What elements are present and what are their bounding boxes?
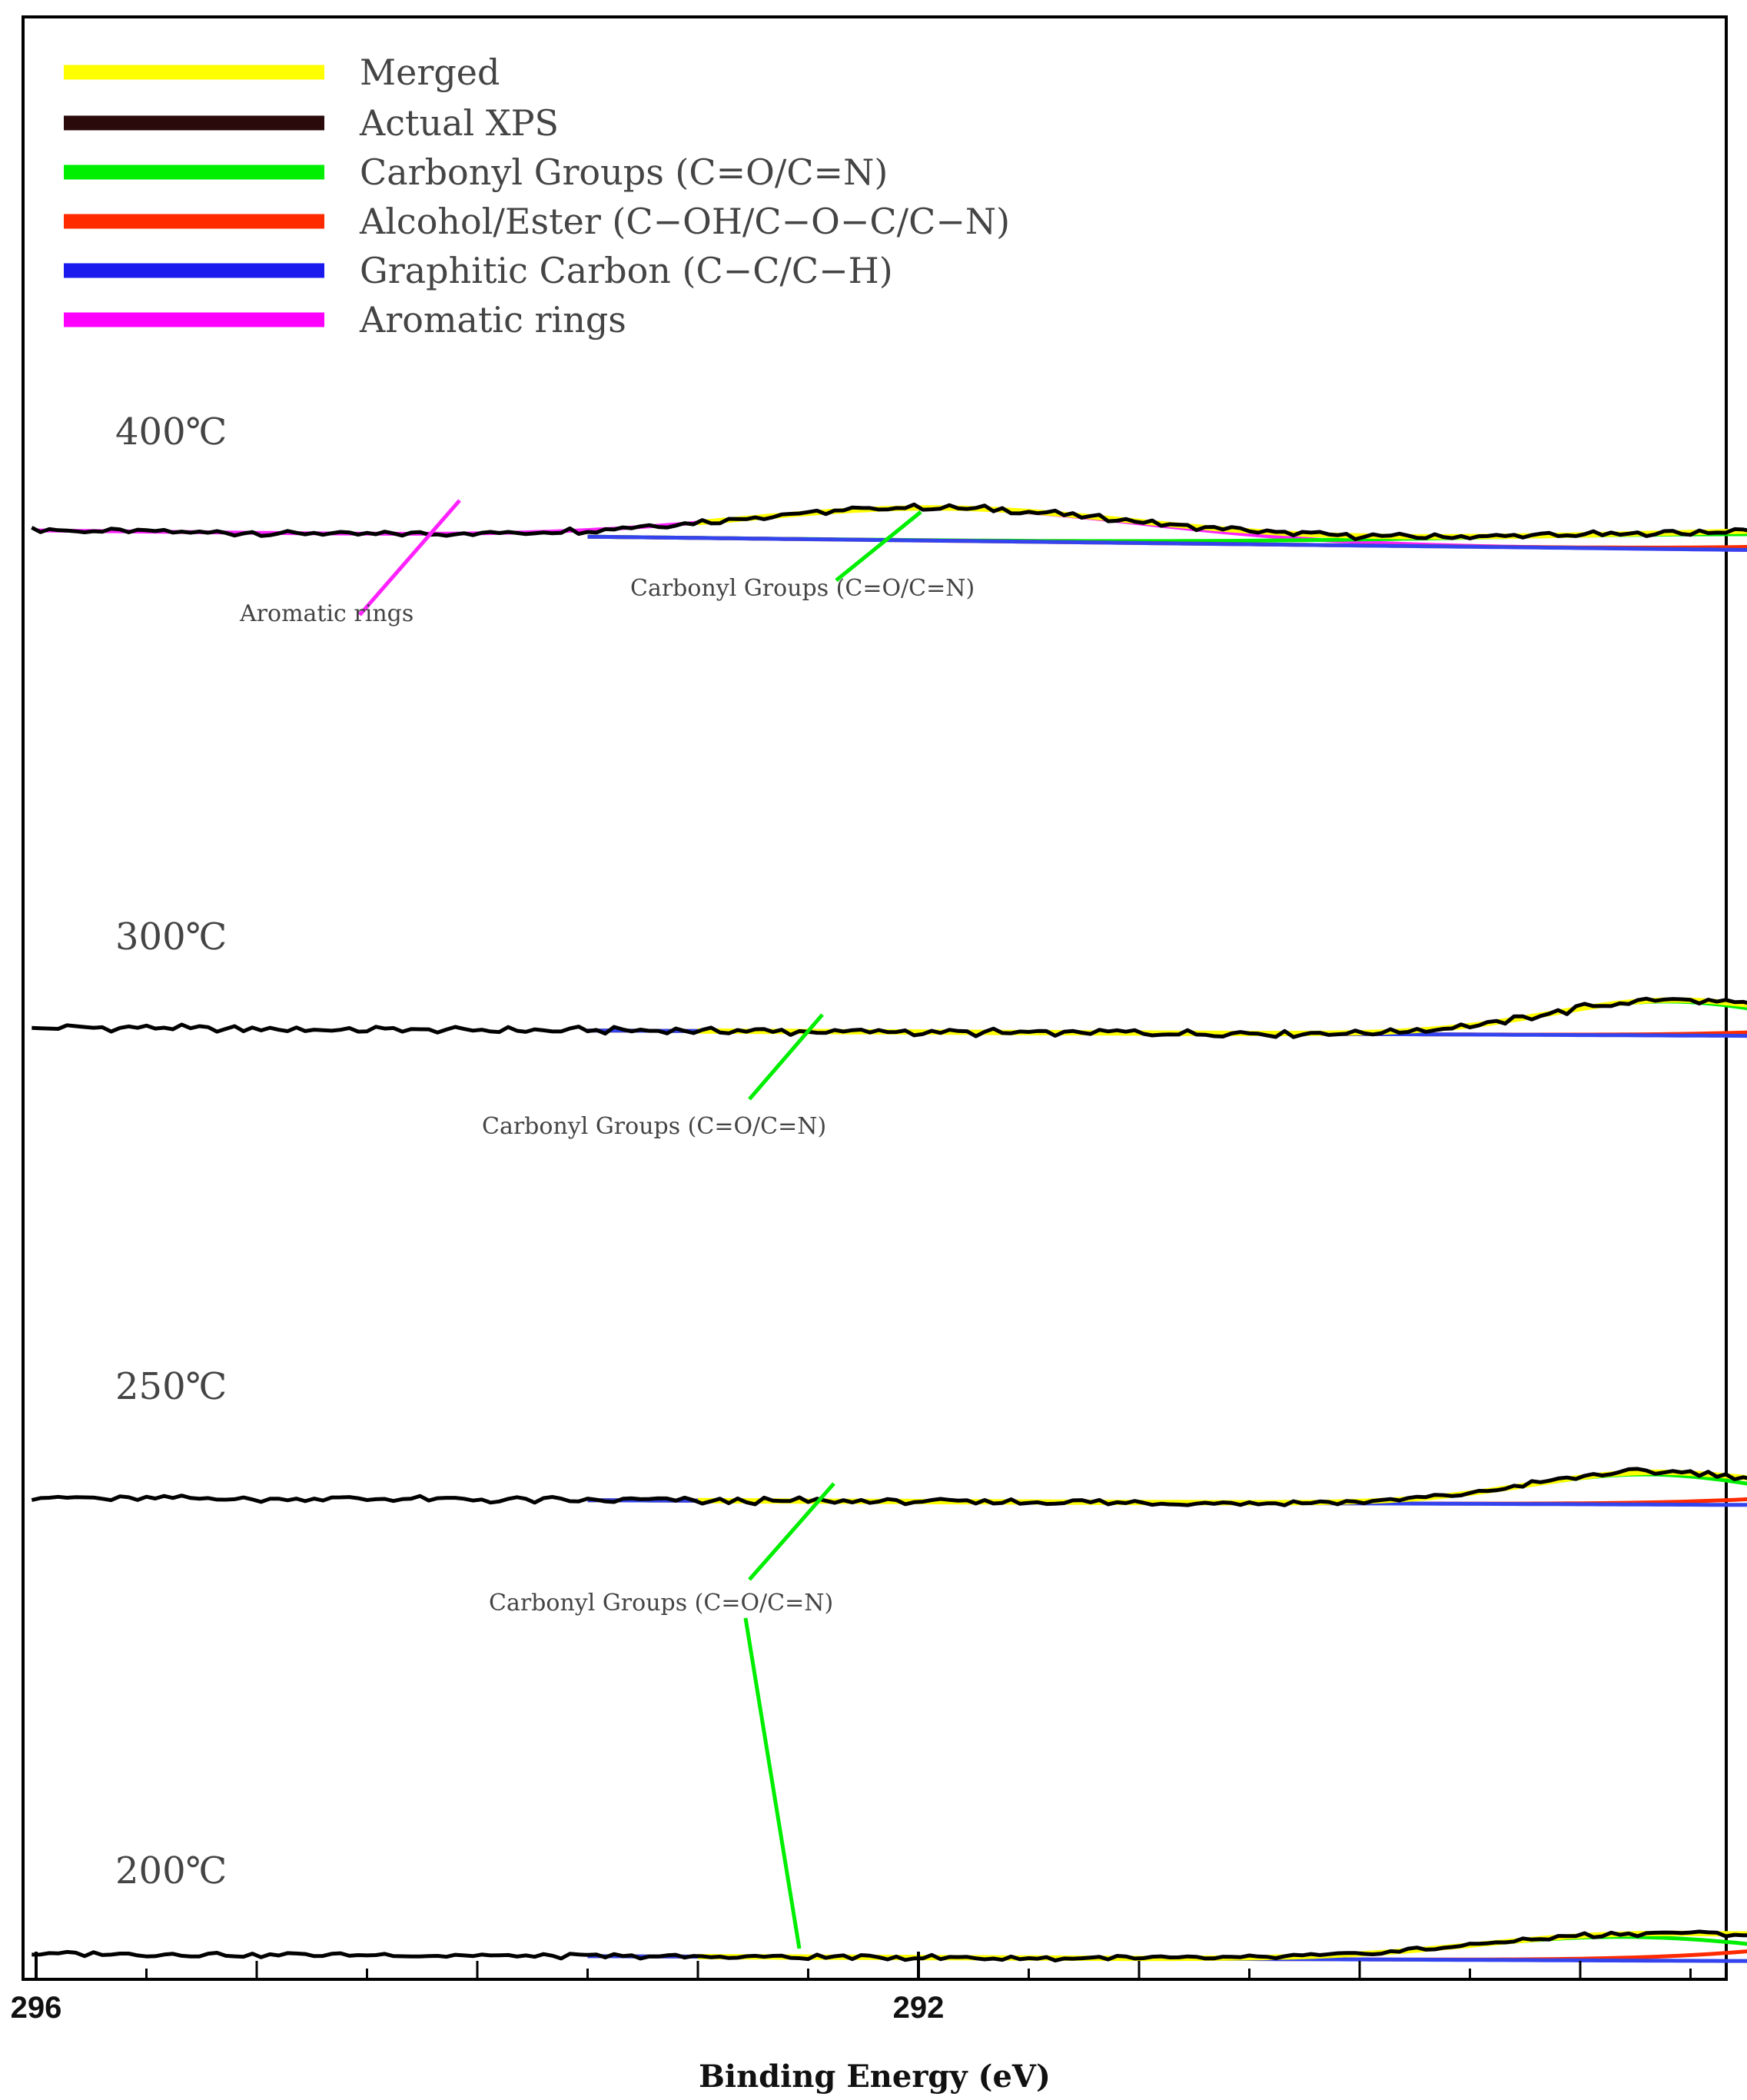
- legend-label-alcohol: Alcohol/Ester (C−OH/C−O−C/C−N): [359, 201, 1010, 242]
- series-graphitic-400: [587, 534, 1747, 552]
- plot-frame: [22, 15, 1728, 1981]
- temp-label-250: 250℃: [115, 1365, 227, 1408]
- series-merged-200: [698, 1930, 1747, 1962]
- panel-300: [32, 996, 1747, 1039]
- x-tick-label-292: 292: [893, 1991, 945, 2025]
- legend-label-actual: Actual XPS: [359, 102, 559, 144]
- x-axis-title: Binding Energy (eV): [699, 2058, 1051, 2095]
- legend: Merged Actual XPS Carbonyl Groups (C=O/C…: [64, 52, 1010, 341]
- legend-label-graphitic: Graphitic Carbon (C−C/C−H): [360, 250, 893, 291]
- annotation-label-carbonyl: Carbonyl Groups (C=O/C=N): [482, 1113, 826, 1140]
- series-actual-300: [32, 996, 1747, 1039]
- annotation-leader-carbonyl: [748, 1482, 835, 1581]
- legend-label-aromatic: Aromatic rings: [359, 299, 626, 341]
- temp-label-200: 200℃: [115, 1849, 227, 1892]
- series-actual-250: [31, 1467, 1747, 1507]
- annotation-leader-carbonyl: [743, 1617, 802, 1949]
- annotation-label-carbonyl: Carbonyl Groups (C=O/C=N): [489, 1590, 833, 1617]
- series-merged-300: [697, 997, 1747, 1036]
- temp-label-400: 400℃: [115, 410, 227, 454]
- annotation-label-aromatic: Aromatic rings: [239, 600, 414, 627]
- series-actual-200: [32, 1929, 1747, 1962]
- annotation-leader-carbonyl: [835, 510, 922, 582]
- annotation-label-carbonyl: Carbonyl Groups (C=O/C=N): [630, 575, 975, 602]
- series-actual-400: [31, 502, 1747, 541]
- annotation-leader-carbonyl: [748, 1013, 824, 1101]
- x-axis: 296292288284: [11, 1952, 1692, 2025]
- legend-label-carbonyl: Carbonyl Groups (C=O/C=N): [360, 151, 888, 193]
- annotation-leader-aromatic: [358, 499, 461, 616]
- temperature-labels: 400℃ 300℃ 250℃ 200℃: [115, 410, 227, 1892]
- x-tick-label-296: 296: [11, 1991, 62, 2025]
- panel-400: [31, 502, 1747, 552]
- panel-200: [32, 1929, 1747, 1963]
- legend-label-merged: Merged: [360, 52, 500, 93]
- temp-label-300: 300℃: [115, 915, 227, 959]
- curves-layer: [31, 502, 1747, 1963]
- panel-250: [31, 1467, 1747, 1507]
- annotations-layer: Aromatic rings Carbonyl Groups (C=O/C=N) C…: [239, 499, 975, 1949]
